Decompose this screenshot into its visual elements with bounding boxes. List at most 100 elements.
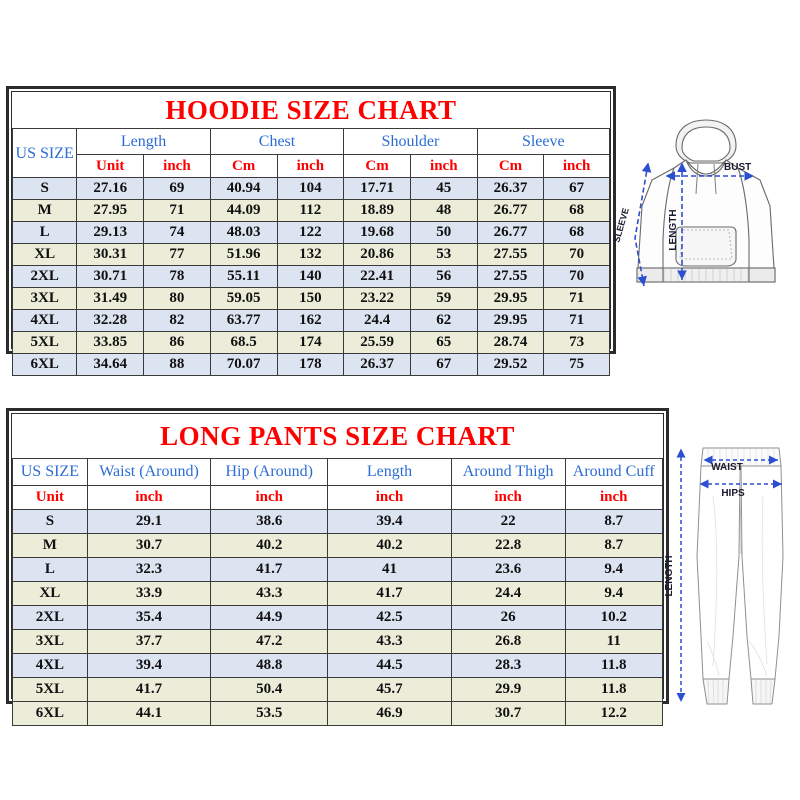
hoodie-unit-row: UnitinchCminchCminchCminchCm xyxy=(13,154,610,178)
table-row: 5XL 41.7 50.4 45.7 29.9 11.8 xyxy=(12,677,663,702)
hoodie-cell: 26.37 xyxy=(476,177,545,200)
hoodie-row-size: 2XL xyxy=(11,265,78,288)
hoodie-us-size-header: US SIZE xyxy=(11,128,78,178)
waist-label: WAIST xyxy=(711,462,743,473)
hoodie-unit-header: Unit xyxy=(76,154,145,178)
pants-cell: 8.7 xyxy=(564,509,663,534)
hoodie-cell: 174 xyxy=(276,331,345,354)
table-row: 4XL 32.28 82 63.77 162 24.4 62 29.95 71 xyxy=(11,309,610,332)
pants-cell: 44.9 xyxy=(210,605,329,630)
hoodie-cell: 86 xyxy=(143,331,211,354)
pants-cell: 37.7 xyxy=(86,629,212,654)
table-row: M 30.7 40.2 40.2 22.8 8.7 xyxy=(12,533,663,558)
pants-cell: 46.9 xyxy=(327,701,452,726)
pants-group-header-row: US SIZE Waist (Around) Hip (Around) Leng… xyxy=(12,458,663,486)
pants-cell: 42.5 xyxy=(327,605,452,630)
hoodie-group-header-row: US SIZE Length Chest Shoulder Sleeve xyxy=(11,128,610,178)
hoodie-cell: 104 xyxy=(276,177,345,200)
hoodie-cell: 27.55 xyxy=(476,265,545,288)
pants-title-row: LONG PANTS SIZE CHART xyxy=(12,414,663,459)
pants-cell: 43.3 xyxy=(210,581,329,606)
hoodie-cell: 17.71 xyxy=(343,177,411,200)
pants-cell: 45.7 xyxy=(327,677,452,702)
table-row: L 32.3 41.7 41 23.6 9.4 xyxy=(12,557,663,582)
hoodie-cell: 68 xyxy=(543,199,610,222)
hoodie-row-size: 6XL xyxy=(11,353,78,376)
pants-cell: 41 xyxy=(327,557,452,582)
pants-unit-header: Unit xyxy=(12,485,88,510)
hoodie-title-row: HOODIE SIZE CHART xyxy=(12,92,610,129)
hoodie-cell: 77 xyxy=(143,243,211,266)
hoodie-cell: 45 xyxy=(409,177,478,200)
hoodie-cell: 140 xyxy=(276,265,345,288)
table-row: 4XL 39.4 48.8 44.5 28.3 11.8 xyxy=(12,653,663,678)
hoodie-cell: 40.94 xyxy=(209,177,278,200)
hoodie-cell: 59.05 xyxy=(209,287,278,310)
pants-table-body: S 29.1 38.6 39.4 22 8.7 M 30.7 40.2 40.2 22.8 8.7 L 3… xyxy=(12,509,663,726)
hoodie-cell: 32.28 xyxy=(76,309,145,332)
pants-cell: 29.9 xyxy=(450,677,566,702)
hoodie-cell: 34.64 xyxy=(76,353,145,376)
hoodie-chart-inner: HOODIE SIZE CHART US SIZE Length Chest S… xyxy=(11,91,611,376)
hoodie-row-size: 5XL xyxy=(11,331,78,354)
hoodie-cell: 82 xyxy=(143,309,211,332)
pants-row-size: 3XL xyxy=(12,629,88,654)
hoodie-cell: 70.07 xyxy=(209,353,278,376)
pants-cell: 38.6 xyxy=(210,509,329,534)
pants-cell: 10.2 xyxy=(564,605,663,630)
pants-cell: 30.7 xyxy=(450,701,566,726)
hoodie-cell: 24.4 xyxy=(343,309,411,332)
pants-cell: 28.3 xyxy=(450,653,566,678)
pants-cell: 11 xyxy=(564,629,663,654)
pants-cell: 11.8 xyxy=(564,653,663,678)
hoodie-cell: 27.16 xyxy=(76,177,145,200)
pants-cell: 29.1 xyxy=(86,509,212,534)
pants-row-size: 5XL xyxy=(12,677,88,702)
pants-cell: 44.5 xyxy=(327,653,452,678)
pants-cell: 11.8 xyxy=(564,677,663,702)
table-row: XL 30.31 77 51.96 132 20.86 53 27.55 70 xyxy=(11,243,610,266)
pants-cell: 9.4 xyxy=(564,581,663,606)
hoodie-cell: 150 xyxy=(276,287,345,310)
pants-cell: 30.7 xyxy=(86,533,212,558)
hoodie-cell: 25.59 xyxy=(343,331,411,354)
table-row: 6XL 44.1 53.5 46.9 30.7 12.2 xyxy=(12,701,663,726)
pants-cell: 23.6 xyxy=(450,557,566,582)
hoodie-cell: 30.71 xyxy=(76,265,145,288)
hoodie-cell: 80 xyxy=(143,287,211,310)
pants-cell: 47.2 xyxy=(210,629,329,654)
hoodie-cell: 65 xyxy=(409,331,478,354)
pants-unit-0: inch xyxy=(86,485,212,510)
hoodie-cell: 44.09 xyxy=(209,199,278,222)
pants-size-chart: LONG PANTS SIZE CHART US SIZE Waist (Aro… xyxy=(6,408,669,726)
pants-row-size: S xyxy=(12,509,88,534)
length-label: LENGTH xyxy=(668,209,679,250)
table-row: 3XL 31.49 80 59.05 150 23.22 59 29.95 71 xyxy=(11,287,610,310)
pants-cell: 26 xyxy=(450,605,566,630)
hoodie-illustration: BUST LENGTH SLEEVE xyxy=(612,118,800,333)
pants-cell: 26.8 xyxy=(450,629,566,654)
hoodie-size-chart: HOODIE SIZE CHART US SIZE Length Chest S… xyxy=(6,86,616,376)
hoodie-hem xyxy=(636,267,776,283)
pants-unit-4: inch xyxy=(564,485,663,510)
pants-group-cuff: Around Cuff xyxy=(564,458,663,486)
pants-cell: 40.2 xyxy=(327,533,452,558)
pants-row-size: L xyxy=(12,557,88,582)
pants-cell: 33.9 xyxy=(86,581,212,606)
hoodie-cell: 30.31 xyxy=(76,243,145,266)
hoodie-cell: 67 xyxy=(543,177,610,200)
hoodie-row-size: S xyxy=(11,177,78,200)
pants-cell: 24.4 xyxy=(450,581,566,606)
pants-cell: 40.2 xyxy=(210,533,329,558)
hoodie-cell: 28.74 xyxy=(476,331,545,354)
pants-unit-2: inch xyxy=(327,485,452,510)
hoodie-cell: 51.96 xyxy=(209,243,278,266)
hoodie-cell: 27.55 xyxy=(476,243,545,266)
hoodie-group-sleeve: Sleeve xyxy=(476,128,610,155)
pants-cell: 50.4 xyxy=(210,677,329,702)
table-row: 3XL 37.7 47.2 43.3 26.8 11 xyxy=(12,629,663,654)
hoodie-group-length: Length xyxy=(76,128,211,155)
pants-unit-row: Unit inch inch inch inch inch xyxy=(12,485,663,510)
hoodie-unit-4: inch xyxy=(409,154,478,178)
hoodie-cell: 59 xyxy=(409,287,478,310)
